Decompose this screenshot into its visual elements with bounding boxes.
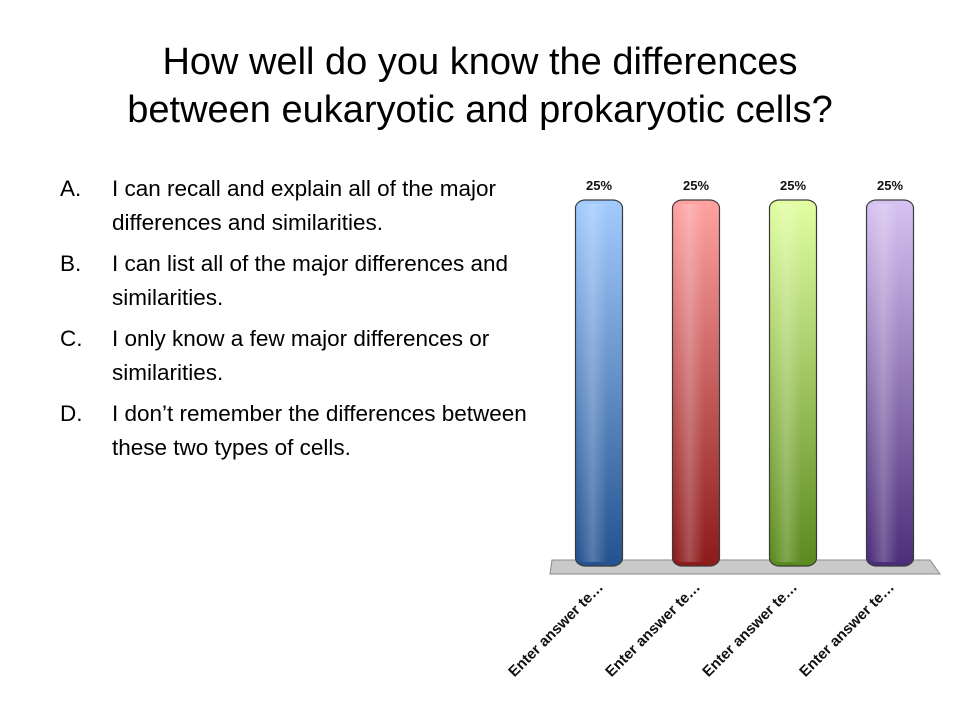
answer-option-d: D. I don’t remember the differences betw…	[60, 397, 530, 465]
category-label: Enter answer te…	[796, 579, 898, 681]
bar-highlight-3	[868, 204, 912, 562]
option-letter: C.	[60, 326, 83, 351]
option-letter: A.	[60, 176, 82, 201]
option-letter: B.	[60, 251, 82, 276]
option-text: I don’t remember the differences between…	[112, 401, 527, 460]
answer-option-c: C. I only know a few major differences o…	[60, 322, 530, 390]
bar-value-label: 25%	[586, 178, 612, 193]
bar-value-label: 25%	[683, 178, 709, 193]
title-line-1: How well do you know the differences	[162, 41, 798, 83]
chart-bars	[574, 199, 915, 567]
chart-value-labels: 25% 25% 25% 25%	[586, 178, 903, 193]
bar-value-label: 25%	[877, 178, 903, 193]
category-label: Enter answer te…	[505, 579, 607, 681]
option-text: I can list all of the major differences …	[112, 251, 509, 310]
option-text: I only know a few major differences or s…	[112, 326, 490, 385]
option-text: I can recall and explain all of the majo…	[112, 176, 496, 235]
category-label: Enter answer te…	[699, 579, 801, 681]
bar-value-label: 25%	[780, 178, 806, 193]
title-line-2: between eukaryotic and prokaryotic cells…	[127, 89, 833, 131]
chart-category-labels: Enter answer te…Enter answer te…Enter an…	[505, 579, 898, 681]
answer-option-b: B. I can list all of the major differenc…	[60, 247, 530, 315]
option-letter: D.	[60, 401, 83, 426]
slide-title: How well do you know the differences bet…	[40, 38, 920, 134]
bar-highlight-1	[674, 204, 718, 562]
answer-option-a: A. I can recall and explain all of the m…	[60, 172, 530, 240]
category-label: Enter answer te…	[602, 579, 704, 681]
answer-list: A. I can recall and explain all of the m…	[60, 172, 530, 472]
bar-highlight-0	[577, 204, 621, 562]
bar-highlight-2	[771, 204, 815, 562]
